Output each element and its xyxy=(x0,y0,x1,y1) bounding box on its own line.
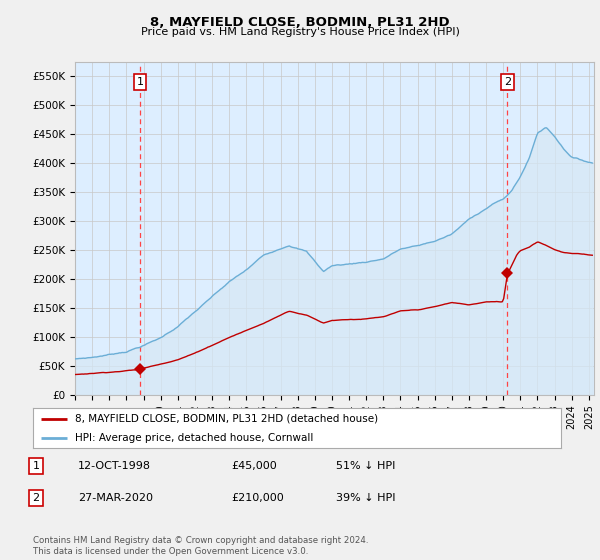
Text: 27-MAR-2020: 27-MAR-2020 xyxy=(78,493,153,503)
Text: £45,000: £45,000 xyxy=(231,461,277,471)
Text: 1: 1 xyxy=(136,77,143,87)
Text: 1: 1 xyxy=(32,461,40,471)
Text: 51% ↓ HPI: 51% ↓ HPI xyxy=(336,461,395,471)
Text: 39% ↓ HPI: 39% ↓ HPI xyxy=(336,493,395,503)
Text: Contains HM Land Registry data © Crown copyright and database right 2024.
This d: Contains HM Land Registry data © Crown c… xyxy=(33,536,368,556)
Text: 8, MAYFIELD CLOSE, BODMIN, PL31 2HD: 8, MAYFIELD CLOSE, BODMIN, PL31 2HD xyxy=(150,16,450,29)
Text: Price paid vs. HM Land Registry's House Price Index (HPI): Price paid vs. HM Land Registry's House … xyxy=(140,27,460,37)
Text: £210,000: £210,000 xyxy=(231,493,284,503)
Text: 8, MAYFIELD CLOSE, BODMIN, PL31 2HD (detached house): 8, MAYFIELD CLOSE, BODMIN, PL31 2HD (det… xyxy=(75,414,379,424)
Text: 12-OCT-1998: 12-OCT-1998 xyxy=(78,461,151,471)
Text: HPI: Average price, detached house, Cornwall: HPI: Average price, detached house, Corn… xyxy=(75,433,314,443)
Text: 2: 2 xyxy=(504,77,511,87)
Text: 2: 2 xyxy=(32,493,40,503)
